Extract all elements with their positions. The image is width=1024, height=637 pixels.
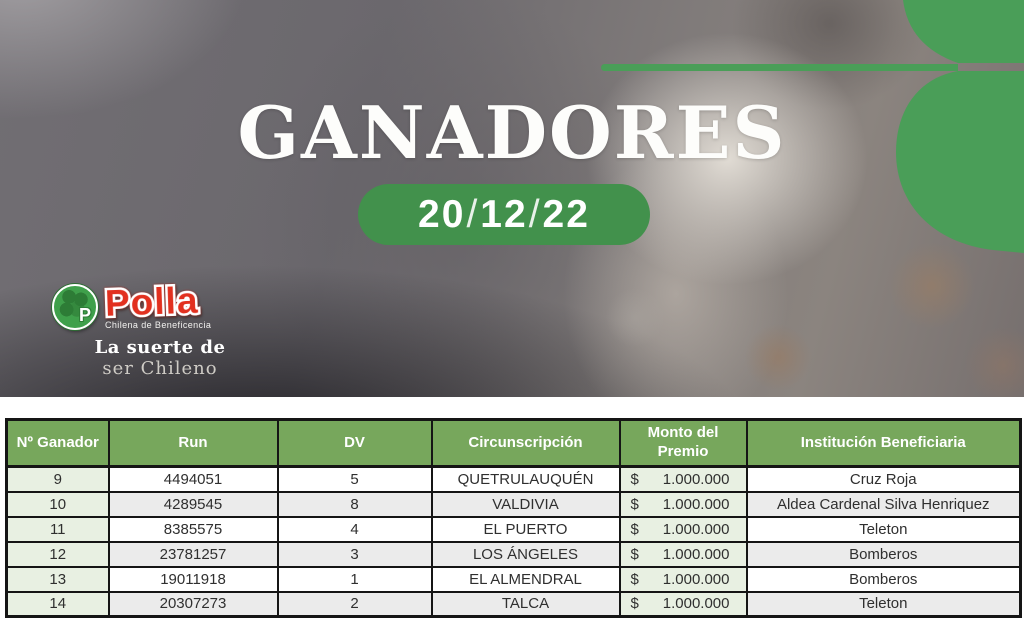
table-row: 9 4494051 5 QUETRULAUQUÉN $1.000.000 Cruz Roj… [5, 465, 1022, 493]
institucion-cell: Cruz Roja [745, 465, 1022, 493]
polla-wordmark: Polla [102, 277, 202, 326]
run-cell: 23781257 [107, 540, 279, 568]
dv-cell: 3 [276, 540, 433, 568]
institucion-cell: Teleton [745, 515, 1022, 543]
run-cell: 20307273 [107, 590, 279, 618]
clover-corner-icon [896, 0, 1024, 253]
circunscripcion-cell: VALDIVIA [430, 490, 621, 518]
page-title: GANADORES [237, 90, 787, 175]
run-cell: 19011918 [107, 565, 279, 593]
institucion-cell: Bomberos [745, 565, 1022, 593]
circunscripcion-cell: EL PUERTO [430, 515, 621, 543]
circunscripcion-cell: LOS ÁNGELES [430, 540, 621, 568]
dv-cell: 2 [276, 590, 433, 618]
column-header-institucion: Institución Beneficiaria [745, 418, 1022, 468]
winners-table: Nº Ganador Run DV Circunscripción Monto del … [5, 418, 1022, 618]
table-row: 11 8385575 4 EL PUERTO $1.000.000 Teleton [5, 515, 1022, 543]
monto-cell: $1.000.000 [618, 565, 748, 593]
circunscripcion-cell: EL ALMENDRAL [430, 565, 621, 593]
numero-cell: 12 [5, 540, 110, 568]
table-row: 13 19011918 1 EL ALMENDRAL $1.000.000 Bombero… [5, 565, 1022, 593]
circunscripcion-cell: TALCA [430, 590, 621, 618]
monto-cell: $1.000.000 [618, 590, 748, 618]
draw-date-badge: 20/12/22 [358, 184, 650, 245]
table-header-row: Nº Ganador Run DV Circunscripción Monto del … [5, 418, 1022, 468]
column-header-circunscripcion: Circunscripción [430, 418, 621, 468]
column-header-run: Run [107, 418, 279, 468]
monto-cell: $1.000.000 [618, 465, 748, 493]
logo-subtitle: Chilena de Beneficencia [105, 320, 212, 331]
column-header-monto: Monto del Premio [618, 418, 748, 468]
decorative-line [601, 64, 958, 71]
dv-cell: 1 [276, 565, 433, 593]
institucion-cell: Aldea Cardenal Silva Henriquez [745, 490, 1022, 518]
table-row: 12 23781257 3 LOS ÁNGELES $1.000.000 Bomberos [5, 540, 1022, 568]
run-cell: 4289545 [107, 490, 279, 518]
monto-cell: $1.000.000 [618, 515, 748, 543]
clover-badge-icon: P [52, 284, 98, 330]
dv-cell: 8 [276, 490, 433, 518]
dv-cell: 5 [276, 465, 433, 493]
numero-cell: 11 [5, 515, 110, 543]
institucion-cell: Teleton [745, 590, 1022, 618]
monto-cell: $1.000.000 [618, 490, 748, 518]
column-header-numero: Nº Ganador [5, 418, 110, 468]
column-header-dv: DV [276, 418, 433, 468]
circunscripcion-cell: QUETRULAUQUÉN [430, 465, 621, 493]
draw-date-text: 20/12/22 [418, 192, 590, 236]
logo-tagline-line1: La suerte de [94, 337, 226, 359]
institucion-cell: Bomberos [745, 540, 1022, 568]
numero-cell: 9 [5, 465, 110, 493]
numero-cell: 13 [5, 565, 110, 593]
run-cell: 4494051 [107, 465, 279, 493]
numero-cell: 10 [5, 490, 110, 518]
dv-cell: 4 [276, 515, 433, 543]
logo-tagline-line2: ser Chileno [102, 358, 218, 380]
monto-cell: $1.000.000 [618, 540, 748, 568]
numero-cell: 14 [5, 590, 110, 618]
table-row: 14 20307273 2 TALCA $1.000.000 Teleton [5, 590, 1022, 618]
hero-banner: GANADORES 20/12/22 P Polla Chilena de Be… [0, 0, 1024, 397]
run-cell: 8385575 [107, 515, 279, 543]
polla-logo: P Polla Chilena de Beneficencia La suert… [52, 277, 242, 380]
table-row: 10 4289545 8 VALDIVIA $1.000.000 Aldea Carden… [5, 490, 1022, 518]
winners-table-section: Nº Ganador Run DV Circunscripción Monto del … [5, 418, 1022, 618]
